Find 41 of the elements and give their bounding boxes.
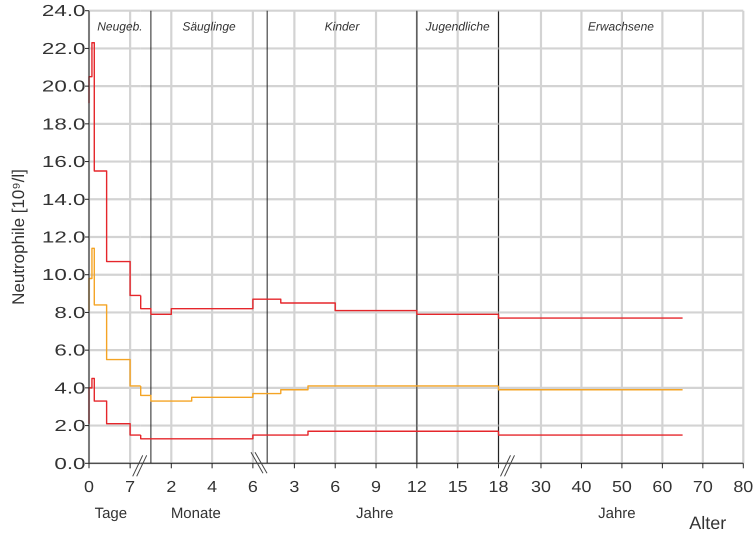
y-tick-label: 2.0	[54, 417, 86, 436]
x-tick-label: 60	[652, 478, 672, 496]
x-tick-label: 6	[330, 478, 340, 496]
x-tick-label: 50	[612, 478, 632, 496]
x-tick-label: 12	[406, 478, 427, 496]
x-axis-title: Jahre	[356, 505, 394, 522]
y-tick-label: 0.0	[54, 454, 86, 473]
y-tick-label: 24.0	[42, 2, 86, 20]
x-axis-title: Monate	[170, 505, 221, 522]
annotation: Jugendliche	[424, 20, 490, 34]
x-tick-label: 4	[207, 478, 218, 496]
x-tick-label: 80	[733, 478, 754, 496]
y-tick-label: 18.0	[42, 115, 86, 134]
x-tick-label: 0	[84, 478, 94, 496]
x-tick-label: 40	[571, 478, 592, 496]
y-tick-label: 14.0	[42, 190, 86, 209]
y-tick-label: 10.0	[42, 266, 86, 284]
x-tick-label: 18	[488, 478, 508, 496]
annotation: Kinder	[324, 20, 360, 34]
x-axis-title: Jahre	[598, 505, 636, 522]
y-axis-title: Neutrophile [10⁹/l]	[9, 169, 28, 305]
x-tick-label: 15	[448, 478, 468, 496]
x-tick-label: 30	[531, 478, 551, 496]
text: Alter	[689, 513, 726, 533]
x-axis-title: Tage	[94, 505, 128, 522]
y-tick-label: 8.0	[54, 304, 86, 322]
x-tick-label: 70	[692, 478, 713, 496]
x-tick-label: 2	[166, 478, 176, 496]
y-tick-label: 16.0	[42, 153, 86, 172]
x-tick-label: 3	[289, 478, 300, 496]
y-tick-label: 20.0	[42, 78, 86, 96]
x-tick-label: 7	[125, 478, 136, 496]
y-tick-label: 4.0	[54, 379, 86, 398]
x-tick-label: 9	[371, 478, 382, 496]
annotation: Neugeb.	[97, 20, 143, 34]
annotation: Säuglinge	[182, 20, 236, 34]
x-tick-label: 6	[248, 478, 258, 496]
annotation: Erwachsene	[588, 20, 654, 34]
y-tick-label: 6.0	[54, 342, 86, 360]
y-tick-label: 12.0	[42, 228, 86, 247]
y-tick-label: 22.0	[42, 40, 86, 58]
